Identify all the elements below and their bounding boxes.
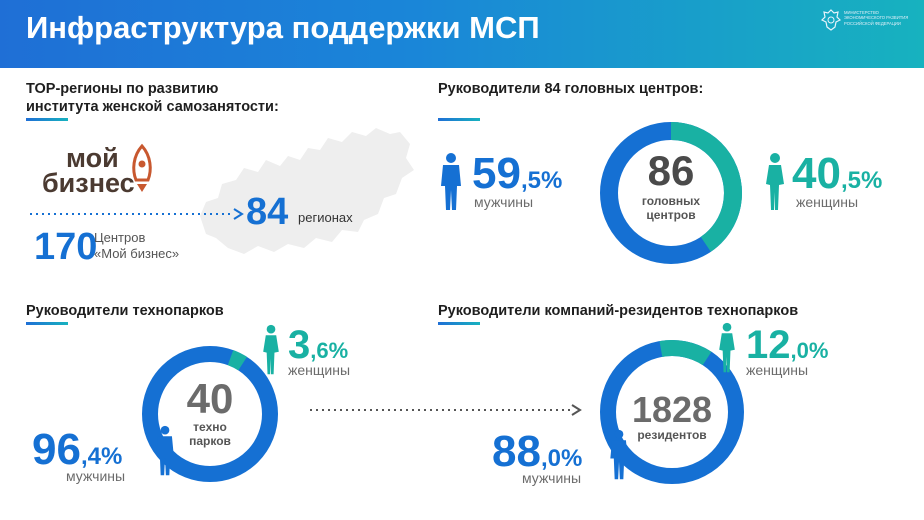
technoparks-label: техно парков	[140, 420, 280, 448]
technoparks-men-dec: ,4%	[80, 443, 123, 470]
emblem-icon	[820, 9, 842, 31]
men-percent-dec: ,5%	[520, 167, 563, 194]
technoparks-women-percent: 3,6%	[288, 325, 348, 365]
residents-men-int: 88	[492, 427, 541, 476]
women-percent-dec: ,5%	[840, 167, 883, 194]
residents-men-percent: 88,0%	[492, 430, 582, 474]
technoparks-men-label: мужчины	[66, 468, 126, 484]
moy-biznes-logo: мой бизнес	[42, 143, 135, 198]
residents-women-int: 12	[746, 323, 791, 367]
dotted-arrow-icon	[310, 404, 582, 416]
logo-word-biznes: бизнес	[42, 168, 135, 198]
head-centers-label: головных центров	[598, 194, 744, 222]
man-icon	[156, 425, 174, 476]
residents-value: 1828	[631, 389, 713, 430]
title-underline	[26, 322, 68, 325]
top-regions-title: ТОР-регионы по развитию института женско…	[26, 80, 279, 116]
head-centers-value: 86	[647, 147, 695, 194]
russia-map	[200, 128, 414, 254]
technoparks-women-dec: ,6%	[310, 338, 349, 363]
donut-women-arc	[142, 346, 278, 482]
technoparks-donut	[142, 346, 278, 482]
men-percent-int: 59	[472, 149, 521, 198]
residents-women-dec: ,0%	[790, 338, 829, 363]
technoparks-title: Руководители технопарков	[26, 303, 224, 319]
woman-icon	[719, 322, 735, 373]
women-label: женщины	[796, 194, 859, 210]
head-centers-label-line1: головных	[641, 194, 701, 208]
residents-label: резидентов	[637, 428, 707, 442]
residents-men-label: мужчины	[522, 470, 582, 486]
technoparks-men-int: 96	[32, 425, 81, 474]
head-centers-title: Руководители 84 головных центров:	[438, 81, 704, 97]
centers-label-line2: «Мой бизнес»	[94, 246, 180, 261]
logo-word-moy: мой	[66, 143, 119, 173]
technoparks-label-line2: парков	[189, 434, 231, 448]
regions-label: регионах	[298, 210, 353, 225]
technoparks-women-int: 3	[288, 323, 311, 367]
donut-women-arc	[600, 122, 742, 264]
header-banner	[0, 0, 924, 68]
residents-title: Руководители компаний-резидентов технопа…	[438, 303, 799, 319]
man-icon	[610, 429, 628, 480]
women-percent: 40,5%	[792, 152, 882, 196]
residents-women-label: женщины	[746, 362, 809, 378]
dotted-arrow-icon	[30, 208, 244, 220]
residents-men-dec: ,0%	[540, 445, 583, 472]
title-underline	[26, 118, 68, 121]
rocket-logo-icon	[132, 143, 152, 192]
centers-count: 170	[34, 226, 98, 268]
donut-women-arc	[600, 340, 744, 484]
regions-count: 84	[246, 191, 289, 233]
residents-donut	[600, 340, 744, 484]
ministry-name: МИНИСТЕРСТВО ЭКОНОМИЧЕСКОГО РАЗВИТИЯ РОС…	[844, 10, 909, 26]
residents-women-percent: 12,0%	[746, 325, 828, 365]
technoparks-men-percent: 96,4%	[32, 428, 122, 472]
title-underline	[438, 322, 480, 325]
woman-icon	[766, 153, 784, 210]
page-title: Инфраструктура поддержки МСП	[26, 10, 540, 45]
head-centers-label-line2: центров	[646, 208, 696, 222]
woman-icon	[263, 324, 279, 375]
centers-label: Центров «Мой бизнес»	[94, 230, 179, 262]
technoparks-value: 40	[186, 375, 234, 422]
head-centers-donut	[600, 122, 742, 264]
men-percent: 59,5%	[472, 152, 562, 196]
man-icon	[441, 153, 461, 210]
top-regions-title-line1: ТОР-регионы по развитию	[26, 81, 219, 97]
technoparks-label-line1: техно	[193, 420, 227, 434]
technoparks-women-label: женщины	[288, 362, 351, 378]
centers-label-line1: Центров	[94, 230, 146, 245]
title-underline	[438, 118, 480, 121]
men-label: мужчины	[474, 194, 534, 210]
women-percent-int: 40	[792, 149, 841, 198]
top-regions-title-line2: института женской самозанятости:	[26, 99, 279, 115]
